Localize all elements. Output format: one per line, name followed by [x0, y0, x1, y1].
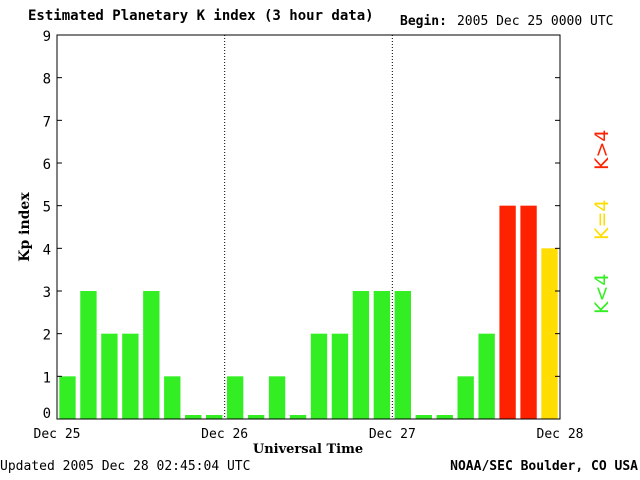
legend-k-less-4: K<4 [591, 273, 613, 314]
y-tick-label-8: 8 [43, 72, 51, 88]
kp-bar-20 [478, 333, 495, 419]
kp-bar-17 [415, 415, 432, 419]
y-tick-label-1: 1 [43, 370, 51, 386]
x-tick-label-0: Dec 25 [34, 427, 81, 442]
x-axis: Dec 25 Dec 26 Dec 27 Dec 28 [34, 427, 584, 442]
kp-bar-10 [268, 376, 286, 419]
updated-timestamp: Updated 2005 Dec 28 02:45:04 UTC [0, 459, 251, 474]
kp-bar-9 [247, 415, 265, 419]
kp-bar-8 [226, 376, 244, 419]
kp-bar-23 [541, 248, 558, 419]
y-tick-label-6: 6 [43, 157, 51, 173]
y-tick-label-7: 7 [43, 114, 51, 130]
x-tick-label-1: Dec 26 [201, 427, 248, 442]
source-credit: NOAA/SEC Boulder, CO USA [450, 459, 638, 474]
y-tick-label-2: 2 [43, 328, 51, 344]
kp-bar-1 [80, 291, 97, 419]
y-tick-label-5: 5 [43, 200, 51, 216]
kp-bar-21 [499, 205, 516, 419]
kp-bar-13 [331, 333, 349, 419]
chart-title: Estimated Planetary K index (3 hour data… [28, 8, 374, 24]
y-axis-label: Kp index [17, 192, 33, 262]
kp-bar-11 [289, 415, 307, 419]
legend-k-equal-4: K=4 [591, 199, 613, 240]
kp-bar-0 [59, 376, 76, 419]
kp-bar-22 [520, 205, 537, 419]
kp-bar-7 [206, 415, 223, 419]
y-axis: 0 1 2 3 4 5 6 7 8 9 [43, 29, 560, 422]
y-tick-label-0: 0 [43, 406, 51, 422]
begin-value: 2005 Dec 25 0000 UTC [456, 14, 614, 29]
kp-bar-14 [352, 291, 370, 419]
kp-bar-12 [310, 333, 328, 419]
legend-k-greater-4: K>4 [591, 129, 613, 170]
kp-bar-16 [394, 291, 411, 419]
x-tick-label-2: Dec 27 [369, 427, 416, 442]
y-tick-label-9: 9 [43, 29, 51, 45]
x-tick-label-3: Dec 28 [537, 427, 584, 442]
plot-frame [56, 34, 561, 420]
begin-time: Begin: 2005 Dec 25 0000 UTC [400, 14, 614, 29]
kp-bar-2 [101, 333, 118, 419]
begin-label: Begin: [400, 14, 447, 29]
kp-bar-3 [122, 333, 139, 419]
x-axis-label: Universal Time [253, 442, 363, 457]
bars-group [59, 205, 558, 419]
y-tick-label-4: 4 [43, 242, 51, 258]
kp-bar-19 [457, 376, 474, 419]
kp-bar-5 [164, 376, 181, 419]
day-dividers [224, 35, 393, 419]
kp-bar-18 [436, 415, 453, 419]
y-tick-label-3: 3 [43, 285, 51, 301]
kp-bar-15 [373, 291, 391, 419]
kp-bar-4 [143, 291, 160, 419]
kp-bar-6 [185, 415, 202, 419]
